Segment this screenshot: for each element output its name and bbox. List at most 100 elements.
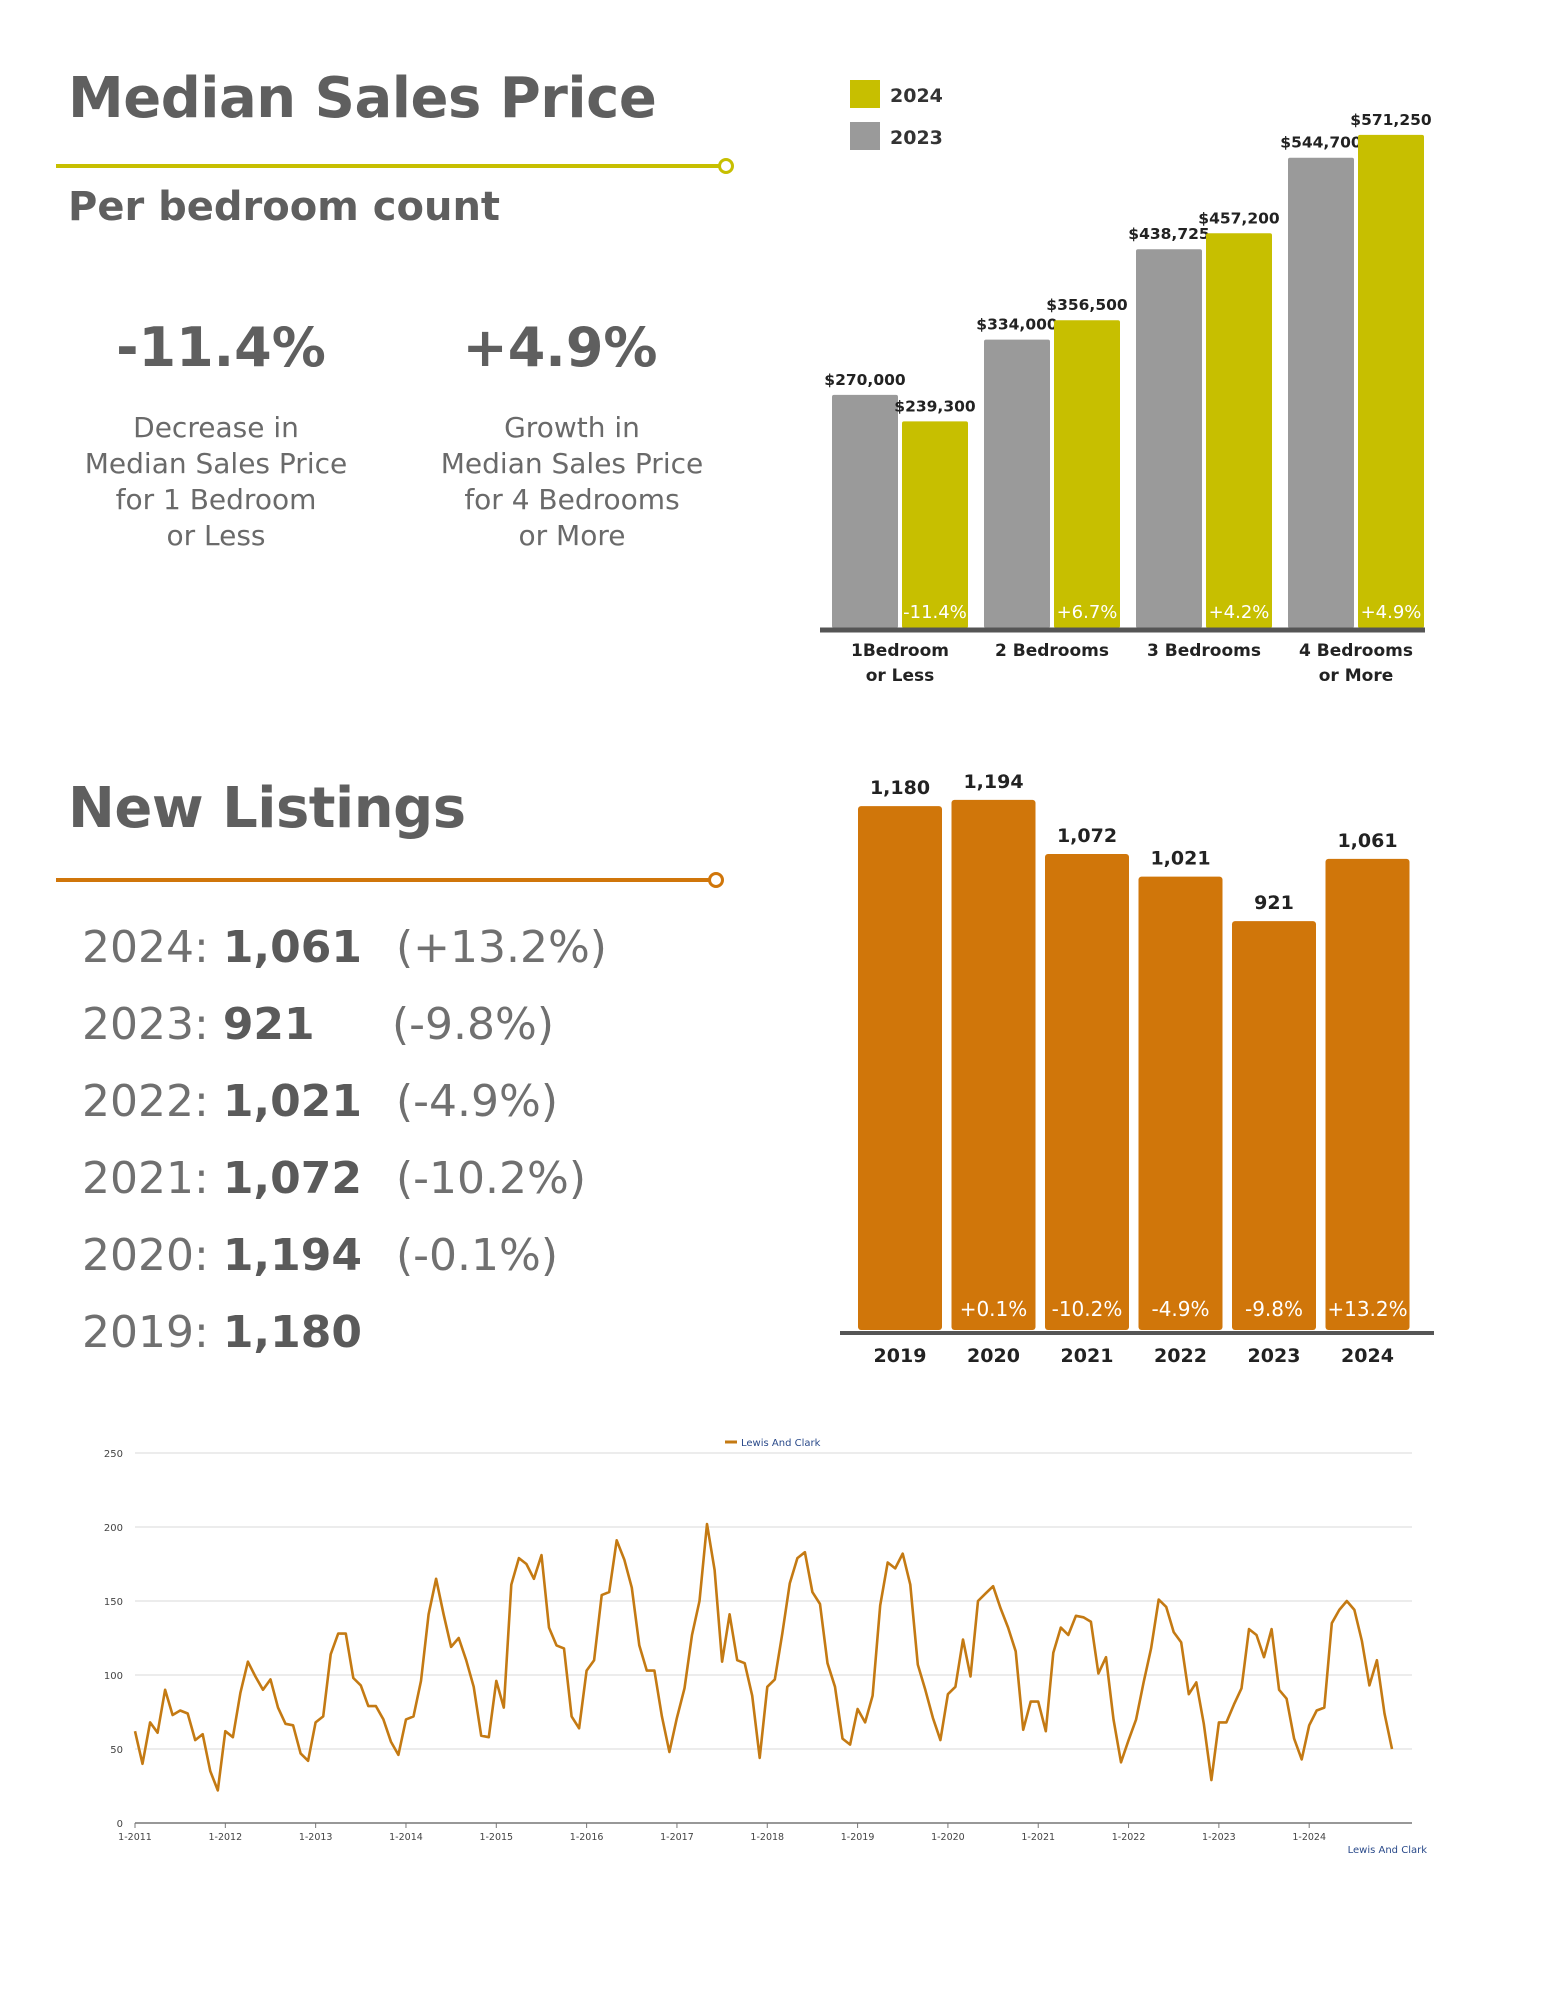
listing-value: 1,021 [222, 1076, 362, 1127]
chart-credit: Lewis And Clark [1348, 1845, 1428, 1856]
median-sales-title: Median Sales Price [68, 66, 657, 131]
stat-1bed-value: -11.4% [116, 316, 326, 379]
bar-value-label: 1,180 [870, 777, 930, 799]
listings-title-rule [56, 878, 716, 882]
x-tick-label: 1-2021 [1021, 1832, 1055, 1843]
bar-2022 [1138, 876, 1223, 1330]
y-tick-label: 200 [104, 1523, 123, 1534]
change-label: +4.2% [1209, 602, 1270, 623]
change-label: +13.2% [1327, 1297, 1407, 1321]
change-label: -11.4% [903, 602, 967, 623]
change-label: +0.1% [960, 1297, 1028, 1321]
y-tick-label: 100 [104, 1671, 123, 1682]
series-line-lewis-and-clark [133, 1522, 1394, 1792]
median-price-bar-chart: 2024 2023 $270,000 $239,300 -11.4% 1Bedroom or… [820, 80, 1432, 686]
listing-change: (-10.2%) [396, 1153, 586, 1204]
x-tick-label: 1-2014 [389, 1832, 423, 1843]
bar-value-label: $438,725 [1128, 225, 1209, 243]
bar-2024 [1325, 858, 1410, 1330]
new-listings-list: 2024: 1,061 (+13.2%) 2023: 921 (-9.8%) 2… [82, 918, 642, 1363]
stat-1bed-desc-line: for 1 Bedroom [115, 483, 317, 516]
y-tick-label: 250 [104, 1449, 123, 1460]
bar-2019 [858, 806, 942, 1330]
bar-value-label: $571,250 [1350, 111, 1432, 129]
stat-1bed-desc-line: Decrease in [133, 411, 299, 444]
bar-2024-1 [1054, 320, 1120, 628]
bar-2023-3 [1288, 157, 1354, 628]
new-listings-bar-chart: 1,180 2019 1,194 +0.1% 2020 1,072 -10.2% 2021 1,… [840, 771, 1434, 1367]
x-tick-label: 1-2016 [570, 1832, 604, 1843]
y-tick-label: 150 [104, 1597, 123, 1608]
stat-4bed-description: Growth in Median Sales Price for 4 Bedro… [402, 410, 742, 554]
bar-value-label: $270,000 [824, 371, 906, 389]
bar-value-label: 1,072 [1057, 825, 1117, 847]
bar-value-label: $239,300 [894, 397, 976, 415]
bar-value-label: $544,700 [1280, 134, 1362, 152]
listings-title-rule-dot [708, 872, 724, 888]
change-label: -9.8% [1245, 1297, 1303, 1321]
change-label: +4.9% [1361, 602, 1422, 623]
listing-row: 2020: 1,194 (-0.1%) [82, 1226, 642, 1286]
bar-value-label: 1,021 [1150, 848, 1210, 870]
x-tick-label: 1-2012 [208, 1832, 242, 1843]
x-tick-label: 1-2022 [1112, 1832, 1146, 1843]
y-tick-label: 0 [117, 1819, 123, 1830]
category-label: 3 Bedrooms [1147, 641, 1261, 661]
category-label: 2 Bedrooms [995, 641, 1109, 661]
bar-value-label: 1,194 [963, 771, 1023, 793]
listing-change: (+13.2%) [396, 922, 607, 973]
change-label: -10.2% [1052, 1297, 1123, 1321]
listing-year: 2020: [82, 1230, 209, 1281]
listing-change: (-4.9%) [396, 1076, 558, 1127]
listing-year: 2021: [82, 1153, 209, 1204]
category-label: or Less [866, 666, 935, 686]
category-label: 2023 [1248, 1345, 1301, 1367]
bar-2023-1 [984, 339, 1050, 628]
stat-4bed-desc-line: or More [518, 519, 626, 552]
median-title-rule-dot [718, 158, 734, 174]
listing-value: 1,194 [222, 1230, 362, 1281]
listing-value: 921 [222, 999, 315, 1050]
listing-year: 2023: [82, 999, 209, 1050]
category-label: 2022 [1154, 1345, 1207, 1367]
listing-year: 2022: [82, 1076, 209, 1127]
stat-1bed-desc-line: Median Sales Price [84, 447, 348, 480]
stat-4bed-desc-line: Growth in [504, 411, 640, 444]
y-tick-label: 50 [110, 1745, 123, 1756]
category-label: or More [1319, 666, 1394, 686]
bar-value-label: 921 [1254, 892, 1294, 914]
legend-label-2024: 2024 [890, 85, 943, 107]
listing-value: 1,072 [222, 1153, 362, 1204]
change-label: +6.7% [1057, 602, 1118, 623]
median-sales-subtitle: Per bedroom count [68, 184, 501, 230]
x-tick-label: 1-2020 [931, 1832, 965, 1843]
listing-value: 1,061 [222, 922, 362, 973]
x-tick-label: 1-2023 [1202, 1832, 1236, 1843]
listing-row: 2024: 1,061 (+13.2%) [82, 918, 642, 978]
category-label: 2024 [1341, 1345, 1394, 1367]
bar-value-label: $334,000 [976, 316, 1058, 334]
listing-row: 2019: 1,180 [82, 1303, 642, 1363]
bar-value-label: $356,500 [1046, 296, 1128, 314]
listing-change: (-9.8%) [392, 999, 554, 1050]
x-tick-label: 1-2017 [660, 1832, 694, 1843]
bar-value-label: 1,061 [1337, 830, 1397, 852]
change-label: -4.9% [1151, 1297, 1209, 1321]
bar-2024-2 [1206, 233, 1272, 628]
listing-row: 2021: 1,072 (-10.2%) [82, 1149, 642, 1209]
x-tick-label: 1-2011 [118, 1832, 152, 1843]
legend-swatch-2023 [850, 122, 880, 150]
category-label: 2020 [967, 1345, 1020, 1367]
listing-value: 1,180 [222, 1307, 362, 1358]
x-tick-label: 1-2015 [479, 1832, 513, 1843]
x-tick-label: 1-2013 [299, 1832, 333, 1843]
stat-4bed-value: +4.9% [462, 316, 658, 379]
bar-2024-0 [902, 421, 968, 628]
category-label: 1Bedroom [851, 641, 949, 661]
new-listings-title: New Listings [68, 776, 466, 841]
bar-2023-2 [1136, 249, 1202, 629]
x-tick-label: 1-2018 [750, 1832, 784, 1843]
category-label: 2019 [874, 1345, 927, 1367]
bar-2023 [1232, 921, 1316, 1330]
legend-label: Lewis And Clark [741, 1438, 821, 1449]
